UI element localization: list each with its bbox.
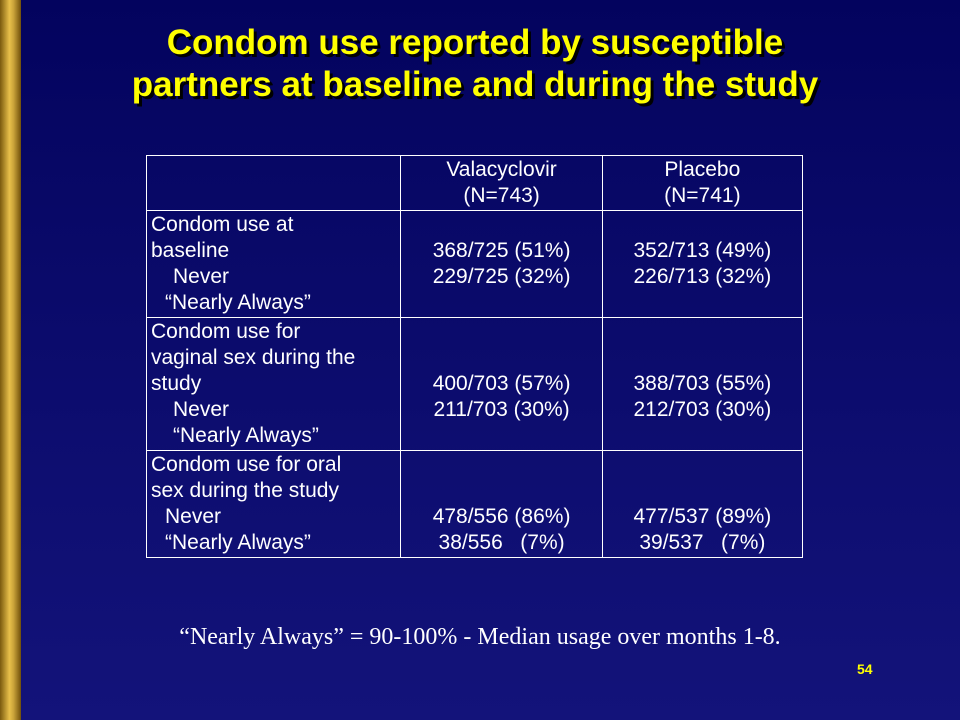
row-label-line: sex during the study [151, 479, 339, 502]
value-line: 212/703 (30%) [633, 398, 772, 421]
header-valacyclovir: Valacyclovir (N=743) [400, 155, 603, 211]
value-line [405, 452, 597, 478]
value-line [405, 319, 597, 345]
valacyclovir-values: 478/556 (86%) 38/556 (7%) [400, 450, 603, 558]
header-empty-cell [145, 155, 402, 211]
value-line: 39/537 (7%) [639, 531, 766, 554]
row-label-line: Condom use for oral [151, 453, 342, 476]
title-line-2: partners at baseline and during the stud… [131, 65, 819, 104]
row-label-line: Never [173, 265, 230, 288]
value-line [607, 423, 798, 449]
placebo-values: 388/703 (55%) 212/703 (30%) [601, 317, 804, 451]
value-line: 38/556 (7%) [438, 531, 565, 554]
row-label-line: baseline [151, 239, 230, 262]
value-line: 352/713 (49%) [633, 239, 772, 262]
value-line: 229/725 (32%) [432, 265, 571, 288]
footnote: “Nearly Always” = 90-100% - Median usage… [179, 624, 781, 650]
value-line: 477/537 (89%) [633, 505, 772, 528]
row-label-line: “Nearly Always” [173, 424, 319, 447]
value-line [607, 478, 798, 504]
slide-title: Condom use reported by susceptible partn… [30, 22, 920, 106]
value-line: 226/713 (32%) [633, 265, 772, 288]
value-line [405, 423, 597, 449]
value-line: 368/725 (51%) [432, 239, 571, 262]
header-valacyclovir-name: Valacyclovir [446, 158, 557, 181]
value-line [405, 478, 597, 504]
table-header-row: Valacyclovir (N=743) Placebo (N=741) [145, 155, 804, 211]
row-label-line: Condom use at [151, 213, 294, 236]
header-placebo: Placebo (N=741) [601, 155, 804, 211]
header-placebo-name: Placebo [664, 158, 741, 181]
value-line [405, 212, 597, 238]
valacyclovir-values: 368/725 (51%) 229/725 (32%) [400, 210, 603, 318]
placebo-values: 352/713 (49%) 226/713 (32%) [601, 210, 804, 318]
header-valacyclovir-n: (N=743) [463, 184, 540, 207]
value-line [405, 345, 597, 371]
value-line: 211/703 (30%) [433, 398, 570, 421]
value-line [607, 452, 798, 478]
row-label: Condom use at baseline Never “Nearly Alw… [145, 210, 402, 318]
value-line [607, 212, 798, 238]
page-number: 54 [857, 661, 873, 677]
row-label-line: vaginal sex during the [151, 346, 356, 369]
value-line: 400/703 (57%) [432, 372, 571, 395]
row-label-line: Never [165, 505, 222, 528]
row-label-line: “Nearly Always” [165, 531, 311, 554]
row-label-line: “Nearly Always” [165, 291, 311, 314]
row-label: Condom use for oral sex during the study… [145, 450, 402, 558]
value-line [607, 319, 798, 345]
row-label-line: study [151, 372, 202, 395]
value-line [607, 290, 798, 316]
table-row-baseline: Condom use at baseline Never “Nearly Alw… [145, 210, 804, 318]
value-line: 388/703 (55%) [633, 372, 772, 395]
valacyclovir-values: 400/703 (57%) 211/703 (30%) [400, 317, 603, 451]
row-label-line: Never [173, 398, 230, 421]
placebo-values: 477/537 (89%) 39/537 (7%) [601, 450, 804, 558]
value-line [405, 290, 597, 316]
condom-use-table: Valacyclovir (N=743) Placebo (N=741) Con… [145, 155, 804, 558]
title-line-1: Condom use reported by susceptible [166, 23, 784, 62]
value-line [607, 345, 798, 371]
table-row-oral-sex: Condom use for oral sex during the study… [145, 450, 804, 558]
header-placebo-n: (N=741) [664, 184, 741, 207]
table-row-vaginal-sex: Condom use for vaginal sex during the st… [145, 317, 804, 451]
row-label-line: Condom use for [151, 320, 301, 343]
gold-side-bar [0, 0, 21, 720]
row-label: Condom use for vaginal sex during the st… [145, 317, 402, 451]
value-line: 478/556 (86%) [432, 505, 571, 528]
